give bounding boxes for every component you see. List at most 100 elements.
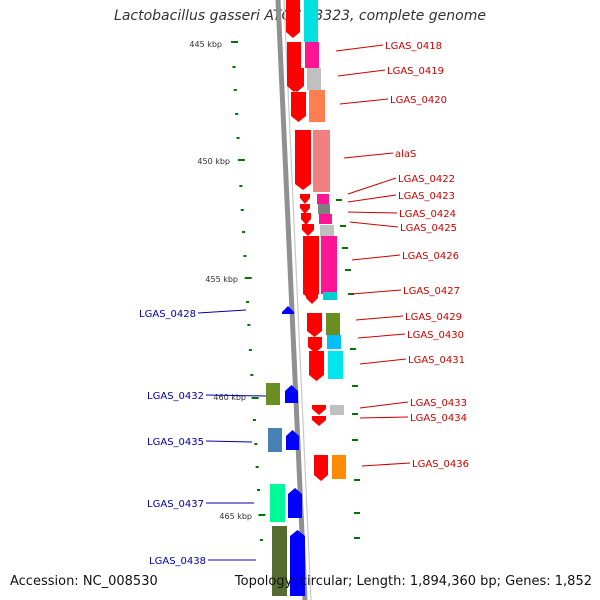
forward-gene-arrowhead xyxy=(291,116,306,122)
cog-bar xyxy=(330,405,344,415)
forward-gene-block xyxy=(303,236,319,294)
reverse-gene-arrowhead xyxy=(286,430,299,436)
cog-bar xyxy=(305,42,319,68)
gene-label-leader xyxy=(205,394,267,397)
gene-label-leader xyxy=(339,98,389,105)
forward-gene-block xyxy=(312,416,326,420)
reverse-gene-arrowhead xyxy=(285,385,298,391)
forward-gene-label: LGAS_0427 xyxy=(403,286,460,297)
cog-bar xyxy=(304,0,318,42)
cog-bar xyxy=(321,236,337,294)
forward-gene-label: LGAS_0429 xyxy=(405,312,462,323)
reverse-gene-label: LGAS_0435 xyxy=(147,437,204,448)
forward-gene-block xyxy=(307,313,322,331)
forward-gene-block xyxy=(314,455,328,475)
reverse-gene-label: LGAS_0437 xyxy=(147,499,204,510)
forward-gene-arrowhead xyxy=(295,184,311,190)
forward-gene-label: LGAS_0423 xyxy=(398,191,455,202)
forward-gene-label: LGAS_0420 xyxy=(390,95,447,106)
reverse-gene-arrowhead xyxy=(282,306,294,312)
forward-gene-arrowhead xyxy=(300,198,310,204)
forward-gene-arrowhead xyxy=(308,347,322,353)
kbp-scale-label: 460 kbp xyxy=(213,393,246,402)
cog-bar xyxy=(317,194,329,204)
forward-gene-arrowhead xyxy=(309,375,324,381)
reverse-gene-label: LGAS_0428 xyxy=(139,309,196,320)
reverse-gene-label: LGAS_0438 xyxy=(149,556,206,567)
forward-gene-label: LGAS_0433 xyxy=(410,398,467,409)
forward-gene-label: LGAS_0426 xyxy=(402,251,459,262)
kbp-scale-label: 445 kbp xyxy=(189,40,222,49)
kbp-ticks: 445 kbp 450 kbp 455 kbp 460 kbp 465 kbp xyxy=(189,40,360,541)
gene-label-leader xyxy=(347,211,398,214)
forward-gene-arrowhead xyxy=(307,331,322,337)
forward-gene-arrowhead xyxy=(290,86,304,92)
gene-label-leader xyxy=(335,44,384,52)
kbp-scale-label: 455 kbp xyxy=(205,275,238,284)
forward-gene-block xyxy=(300,204,310,208)
reverse-gene-block xyxy=(290,536,305,596)
gene-label-leader xyxy=(359,401,409,409)
cog-bar xyxy=(309,90,325,122)
gene-label-leader xyxy=(347,194,397,203)
cog-bar xyxy=(319,214,332,224)
cog-bar xyxy=(307,68,321,90)
forward-gene-label: LGAS_0419 xyxy=(387,66,444,77)
forward-gene-block xyxy=(301,213,311,219)
forward-gene-block xyxy=(302,224,314,230)
topology-text: Topology: circular; Length: 1,894,360 bp… xyxy=(234,574,592,589)
gene-label-leader xyxy=(351,254,401,261)
gene-label-leader xyxy=(347,177,397,195)
cog-bar xyxy=(266,383,280,405)
forward-gene-block xyxy=(295,130,311,184)
gene-label-leader xyxy=(349,221,399,228)
reverse-gene-block xyxy=(285,391,298,403)
cog-category-bars xyxy=(266,0,346,596)
forward-gene-arrowhead xyxy=(314,475,328,481)
gene-features xyxy=(282,0,328,596)
forward-gene-label: LGAS_0422 xyxy=(398,174,455,185)
gene-label-leader xyxy=(337,69,386,77)
forward-gene-block xyxy=(312,405,326,409)
forward-gene-block xyxy=(290,68,304,86)
gene-label-leader xyxy=(361,462,411,467)
forward-gene-block xyxy=(306,292,318,298)
gene-label-leader xyxy=(357,333,406,339)
gene-label-leader xyxy=(205,440,253,443)
cog-bar xyxy=(320,225,334,237)
forward-gene-block xyxy=(286,0,300,32)
forward-gene-label: alaS xyxy=(395,149,416,160)
backbone-inner-line xyxy=(283,0,312,600)
forward-gene-arrowhead xyxy=(312,409,326,415)
kbp-scale-label: 450 kbp xyxy=(197,157,230,166)
forward-gene-block xyxy=(308,337,322,347)
gene-label-leader xyxy=(359,416,409,419)
forward-gene-label: LGAS_0434 xyxy=(410,413,467,424)
reverse-gene-block xyxy=(288,494,302,518)
gene-label-leader xyxy=(355,315,404,321)
reverse-gene-block xyxy=(282,312,294,314)
forward-gene-label: LGAS_0424 xyxy=(399,209,456,220)
reverse-gene-block xyxy=(286,436,299,450)
gene-label-leader xyxy=(343,152,394,159)
forward-gene-label: LGAS_0418 xyxy=(385,41,442,52)
gene-label-leader xyxy=(351,289,402,295)
cog-bar xyxy=(328,351,343,379)
forward-gene-arrowhead xyxy=(312,420,326,426)
cog-bar xyxy=(270,484,285,522)
forward-gene-block xyxy=(300,194,310,198)
reverse-gene-label: LGAS_0432 xyxy=(147,391,204,402)
gene-labels: LGAS_0418 LGAS_0419 LGAS_0420 alaS LGAS_0422… xyxy=(139,41,469,567)
forward-gene-arrowhead xyxy=(300,208,310,214)
forward-gene-label: LGAS_0431 xyxy=(408,355,465,366)
forward-gene-arrowhead xyxy=(302,230,314,236)
gene-label-leader xyxy=(197,309,247,314)
cog-bar xyxy=(268,428,282,452)
forward-gene-label: LGAS_0436 xyxy=(412,459,469,470)
cog-bar xyxy=(313,130,330,192)
forward-gene-arrowhead xyxy=(301,219,311,225)
forward-gene-label: LGAS_0430 xyxy=(407,330,464,341)
forward-gene-arrowhead xyxy=(306,298,318,304)
kbp-scale-label: 465 kbp xyxy=(219,512,252,521)
